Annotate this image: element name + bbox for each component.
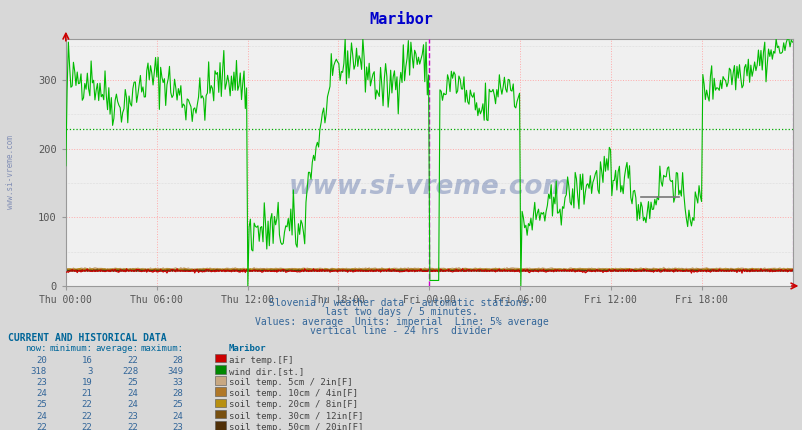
Text: last two days / 5 minutes.: last two days / 5 minutes.: [325, 307, 477, 317]
Text: Values: average  Units: imperial  Line: 5% average: Values: average Units: imperial Line: 5%…: [254, 317, 548, 327]
Text: 22: 22: [82, 423, 92, 430]
Text: soil temp. 20cm / 8in[F]: soil temp. 20cm / 8in[F]: [229, 400, 358, 409]
Text: 25: 25: [172, 400, 183, 409]
Text: 24: 24: [128, 389, 138, 398]
Text: average:: average:: [95, 344, 138, 353]
Text: 22: 22: [36, 423, 47, 430]
Text: 19: 19: [82, 378, 92, 387]
Text: 228: 228: [122, 367, 138, 376]
Text: 21: 21: [82, 389, 92, 398]
Text: 25: 25: [128, 378, 138, 387]
Text: 22: 22: [128, 423, 138, 430]
Text: soil temp. 5cm / 2in[F]: soil temp. 5cm / 2in[F]: [229, 378, 352, 387]
Text: CURRENT AND HISTORICAL DATA: CURRENT AND HISTORICAL DATA: [8, 333, 167, 343]
Text: maximum:: maximum:: [140, 344, 183, 353]
Text: 22: 22: [128, 356, 138, 365]
Text: 33: 33: [172, 378, 183, 387]
Text: 349: 349: [167, 367, 183, 376]
Text: Maribor: Maribor: [369, 12, 433, 27]
Text: 25: 25: [36, 400, 47, 409]
Text: 28: 28: [172, 356, 183, 365]
Text: soil temp. 30cm / 12in[F]: soil temp. 30cm / 12in[F]: [229, 412, 363, 421]
Text: soil temp. 10cm / 4in[F]: soil temp. 10cm / 4in[F]: [229, 389, 358, 398]
Text: vertical line - 24 hrs  divider: vertical line - 24 hrs divider: [310, 326, 492, 336]
Text: Slovenia / weather data - automatic stations.: Slovenia / weather data - automatic stat…: [269, 298, 533, 307]
Text: Maribor: Maribor: [229, 344, 266, 353]
Text: now:: now:: [25, 344, 47, 353]
Text: 318: 318: [30, 367, 47, 376]
Text: 24: 24: [128, 400, 138, 409]
Text: 24: 24: [36, 389, 47, 398]
Text: 20: 20: [36, 356, 47, 365]
Text: 23: 23: [36, 378, 47, 387]
Text: 22: 22: [82, 400, 92, 409]
Text: 23: 23: [128, 412, 138, 421]
Text: wind dir.[st.]: wind dir.[st.]: [229, 367, 304, 376]
Text: minimum:: minimum:: [49, 344, 92, 353]
Text: 16: 16: [82, 356, 92, 365]
Text: 28: 28: [172, 389, 183, 398]
Text: www.si-vreme.com: www.si-vreme.com: [6, 135, 15, 209]
Text: 23: 23: [172, 423, 183, 430]
Text: 22: 22: [82, 412, 92, 421]
Text: soil temp. 50cm / 20in[F]: soil temp. 50cm / 20in[F]: [229, 423, 363, 430]
Text: air temp.[F]: air temp.[F]: [229, 356, 293, 365]
Text: 24: 24: [36, 412, 47, 421]
Text: 3: 3: [87, 367, 92, 376]
Text: 24: 24: [172, 412, 183, 421]
Text: www.si-vreme.com: www.si-vreme.com: [288, 174, 569, 200]
